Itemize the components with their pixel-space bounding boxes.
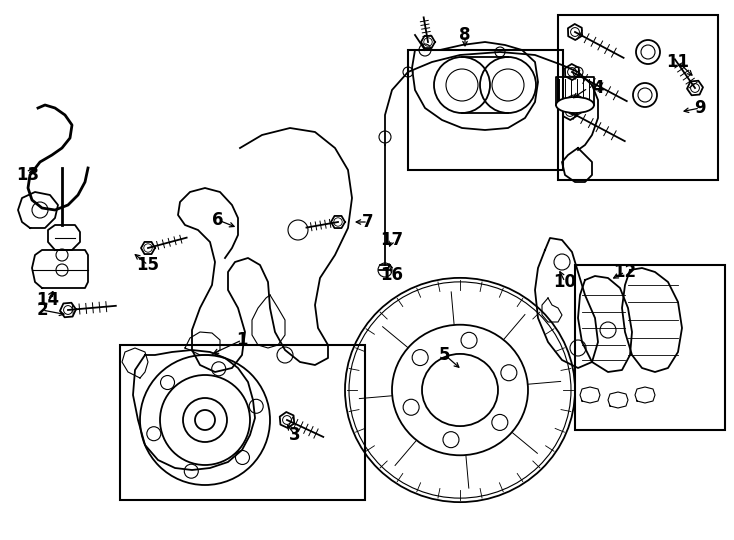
Bar [575, 265, 725, 430]
Bar [408, 50, 563, 170]
Text: 2: 2 [36, 301, 48, 319]
Ellipse shape [556, 97, 594, 113]
Text: 1: 1 [236, 331, 248, 349]
Text: 9: 9 [694, 99, 706, 117]
Text: 8: 8 [459, 26, 470, 44]
Text: 14: 14 [37, 291, 59, 309]
Text: 5: 5 [439, 346, 451, 364]
Text: 13: 13 [16, 166, 40, 184]
Text: 4: 4 [592, 79, 604, 97]
Bar [120, 345, 365, 500]
Text: 11: 11 [666, 53, 689, 71]
Text: 16: 16 [380, 266, 404, 284]
Text: 12: 12 [614, 263, 636, 281]
Text: 17: 17 [380, 231, 404, 249]
Bar [558, 15, 718, 180]
Text: 3: 3 [289, 426, 301, 444]
Text: 7: 7 [362, 213, 374, 231]
Text: 10: 10 [553, 273, 576, 291]
Text: 6: 6 [212, 211, 224, 229]
Text: 15: 15 [137, 256, 159, 274]
